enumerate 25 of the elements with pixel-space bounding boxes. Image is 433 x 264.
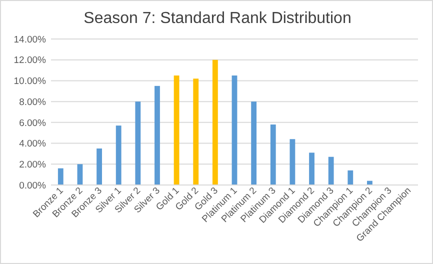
bar: [270, 124, 276, 185]
bar: [251, 102, 257, 185]
bar: [193, 78, 199, 185]
bar: [328, 156, 334, 185]
bar: [348, 170, 354, 185]
bar: [290, 139, 296, 185]
y-tick-label: 8.00%: [19, 96, 47, 108]
y-tick-label: 0.00%: [19, 180, 47, 192]
y-tick-label: 4.00%: [19, 138, 47, 150]
y-tick-label: 10.00%: [14, 76, 47, 88]
bar: [96, 148, 102, 185]
bar: [77, 164, 83, 185]
chart-title: Season 7: Standard Rank Distribution: [84, 10, 352, 27]
bar: [232, 76, 238, 185]
y-tick-label: 12.00%: [14, 55, 47, 66]
bar: [174, 76, 180, 185]
bar: [309, 152, 314, 185]
bar: [154, 86, 160, 185]
y-tick-label: 2.00%: [19, 159, 47, 170]
bar: [212, 60, 218, 185]
y-tick-label: 6.00%: [19, 118, 47, 129]
bar: [116, 126, 122, 185]
y-tick-label: 14.00%: [14, 34, 47, 46]
bar: [58, 168, 64, 185]
bar: [135, 102, 141, 185]
